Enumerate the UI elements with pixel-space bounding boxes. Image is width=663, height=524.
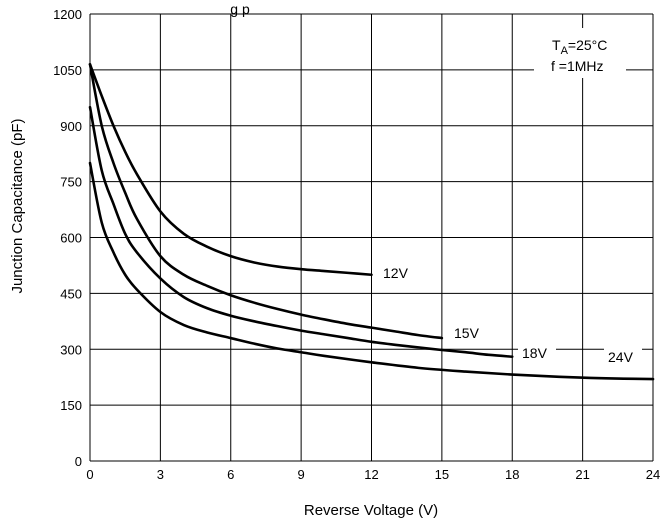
x-tick-label: 6: [227, 467, 234, 482]
y-tick-label: 1200: [53, 7, 82, 22]
x-axis-label: Reverse Voltage (V): [304, 502, 438, 519]
y-tick-label: 900: [60, 119, 82, 134]
series-label-background: [518, 344, 556, 363]
series-labels: 12V 15V 18V 24V: [383, 265, 642, 367]
series-label-12V: 12V: [383, 265, 409, 281]
frequency-condition: f =1MHz: [551, 58, 604, 74]
y-tick-label: 150: [60, 398, 82, 413]
x-tick-label: 9: [298, 467, 305, 482]
y-axis-label: Junction Capacitance (pF): [9, 118, 26, 293]
series-line-18V: [88, 105, 514, 358]
x-tick-label: 21: [575, 467, 589, 482]
curves: [88, 62, 655, 381]
series-line-24V: [88, 161, 655, 381]
x-tick-label: 18: [505, 467, 519, 482]
series-label-24V: 24V: [608, 349, 634, 365]
x-tick-label: 3: [157, 467, 164, 482]
series-label-18V: 18V: [522, 345, 548, 361]
y-tick-label: 750: [60, 175, 82, 190]
x-tick-label: 15: [435, 467, 449, 482]
y-tick-label: 1050: [53, 63, 82, 78]
y-tick-label: 0: [75, 454, 82, 469]
x-tick-label: 12: [364, 467, 378, 482]
chart-title-fragment: g p: [230, 1, 250, 17]
x-tick-label: 24: [646, 467, 660, 482]
conditions-box: TA=25°C f =1MHz: [534, 28, 626, 78]
y-tick-label: 450: [60, 286, 82, 301]
y-tick-label: 300: [60, 342, 82, 357]
series-label-background: [604, 348, 642, 367]
series-label-15V: 15V: [454, 325, 480, 341]
y-tick-labels: 0 150 300 450 600 750 900 1050 1200: [53, 7, 82, 469]
temperature-condition: TA=25°C: [552, 37, 607, 57]
series-line-12V: [88, 62, 373, 277]
series-line-15V: [88, 62, 444, 340]
y-tick-label: 600: [60, 231, 82, 246]
grid: [89, 13, 654, 462]
x-tick-labels: 0 3 6 9 12 15 18 21 24: [86, 467, 660, 482]
x-tick-label: 0: [86, 467, 93, 482]
